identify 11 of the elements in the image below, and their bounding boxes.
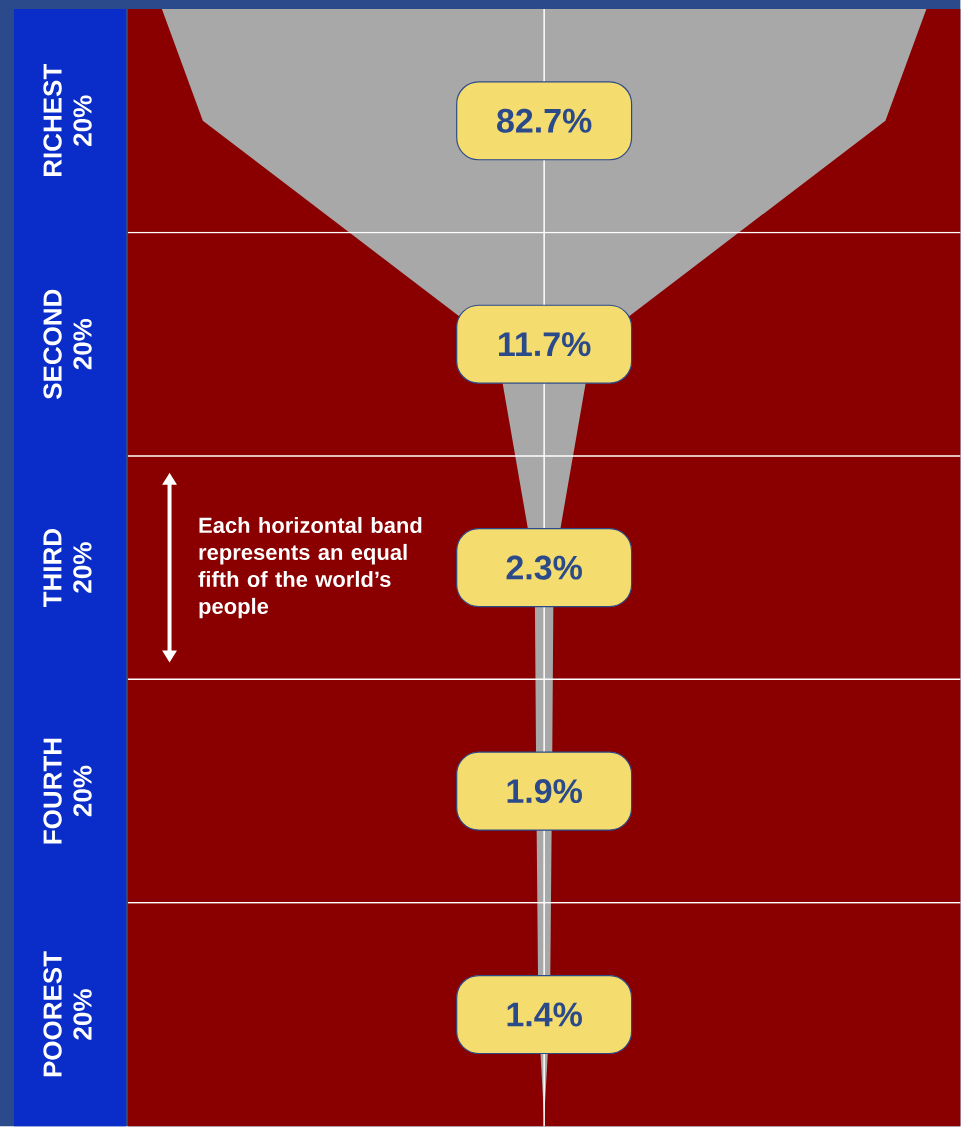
category-label: FOURTH 20%	[43, 738, 92, 844]
text: Each horizontal band represents an equal fifth of the world’s people	[198, 516, 422, 619]
data-label: 1.9%	[507, 779, 582, 804]
category-label: POOREST 20%	[43, 951, 92, 1077]
category-label: RICHEST 20%	[43, 64, 92, 177]
data-label: 2.3%	[506, 555, 582, 580]
category-label: THIRD 20%	[43, 529, 92, 608]
category-label: SECOND 20%	[43, 289, 92, 400]
data-label: 11.7%	[499, 332, 591, 357]
data-label: 1.4%	[507, 1002, 582, 1027]
data-label: 82.7%	[497, 108, 592, 133]
